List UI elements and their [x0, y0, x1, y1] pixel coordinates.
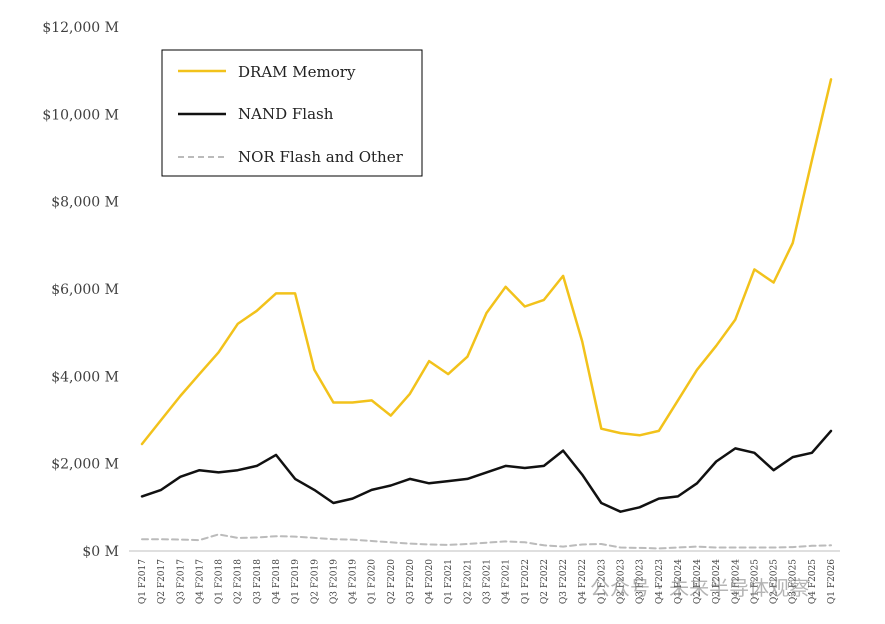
y-axis-ticks: $0 M $2,000 M $4,000 M $6,000 M $8,000 M $10,…: [42, 20, 119, 560]
y-tick-label: $0 M: [82, 544, 119, 560]
x-tick-label: Q4 F2017: [195, 559, 205, 604]
x-tick-label: Q1 F2022: [521, 559, 531, 604]
x-tick-label: Q2 F2018: [234, 559, 244, 604]
x-tick-label: Q1 F2018: [215, 559, 225, 604]
series-line-nor-flash-and-other: [141, 533, 832, 550]
chart-legend: DRAM Memory NAND Flash NOR Flash and Oth…: [161, 49, 423, 177]
y-tick-label: $2,000 M: [51, 457, 119, 473]
x-tick-label: Q1 F2021: [444, 559, 454, 604]
x-tick-label: Q4 F2022: [578, 559, 588, 604]
chart-series-group: [140, 78, 833, 550]
x-tick-label: Q3 F2018: [253, 559, 263, 604]
x-tick-label: Q4 F2018: [272, 559, 282, 604]
x-tick-label: Q2 F2021: [463, 559, 473, 604]
x-tick-label: Q1 F2026: [827, 559, 837, 604]
x-tick-label: Q1 F2019: [291, 559, 301, 604]
x-tick-label: Q2 F2023: [616, 559, 626, 604]
legend-label-nor: NOR Flash and Other: [238, 148, 404, 166]
legend-label-nand: NAND Flash: [238, 105, 334, 123]
x-tick-label: Q4 F2020: [425, 559, 435, 604]
x-tick-label: Q3 F2023: [636, 559, 646, 604]
series-line-dram-memory: [140, 78, 833, 446]
x-tick-label: Q1 F2025: [750, 559, 760, 604]
x-tick-label: Q3 F2017: [176, 559, 186, 604]
x-tick-label: Q3 F2021: [483, 559, 493, 604]
x-tick-label: Q1 F2023: [597, 559, 607, 604]
x-tick-label: Q2 F2020: [387, 559, 397, 604]
legend-label-dram: DRAM Memory: [238, 63, 356, 81]
y-tick-label: $10,000 M: [42, 107, 119, 123]
x-axis-ticks: Q1 F2017 Q2 F2017 Q3 F2017 Q4 F2017 Q1 F2018…: [138, 559, 837, 604]
x-tick-label: Q4 F2024: [731, 559, 741, 604]
x-tick-label: Q2 F2025: [770, 559, 780, 604]
x-tick-label: Q2 F2024: [693, 559, 703, 604]
x-tick-label: Q4 F2019: [349, 559, 359, 604]
x-tick-label: Q1 F2024: [674, 559, 684, 604]
x-tick-label: Q1 F2020: [368, 559, 378, 604]
series-line-nand-flash: [140, 429, 833, 513]
y-tick-label: $6,000 M: [51, 282, 119, 298]
x-tick-label: Q3 F2019: [329, 559, 339, 604]
x-tick-label: Q3 F2025: [789, 559, 799, 604]
watermark-text: 公众号 · 未来半导体观察: [590, 576, 809, 600]
x-tick-label: Q3 F2020: [406, 559, 416, 604]
x-tick-label: Q4 F2023: [655, 559, 665, 604]
x-tick-label: Q4 F2021: [502, 559, 512, 604]
x-tick-label: Q2 F2019: [310, 559, 320, 604]
y-tick-label: $4,000 M: [51, 369, 119, 385]
x-tick-label: Q1 F2017: [138, 559, 148, 604]
y-tick-label: $12,000 M: [42, 20, 119, 36]
x-tick-label: Q3 F2022: [559, 559, 569, 604]
x-tick-label: Q4 F2025: [808, 559, 818, 604]
x-tick-label: Q3 F2024: [712, 559, 722, 604]
x-tick-label: Q2 F2022: [540, 559, 550, 604]
y-tick-label: $8,000 M: [51, 195, 119, 211]
x-tick-label: Q2 F2017: [157, 559, 167, 604]
